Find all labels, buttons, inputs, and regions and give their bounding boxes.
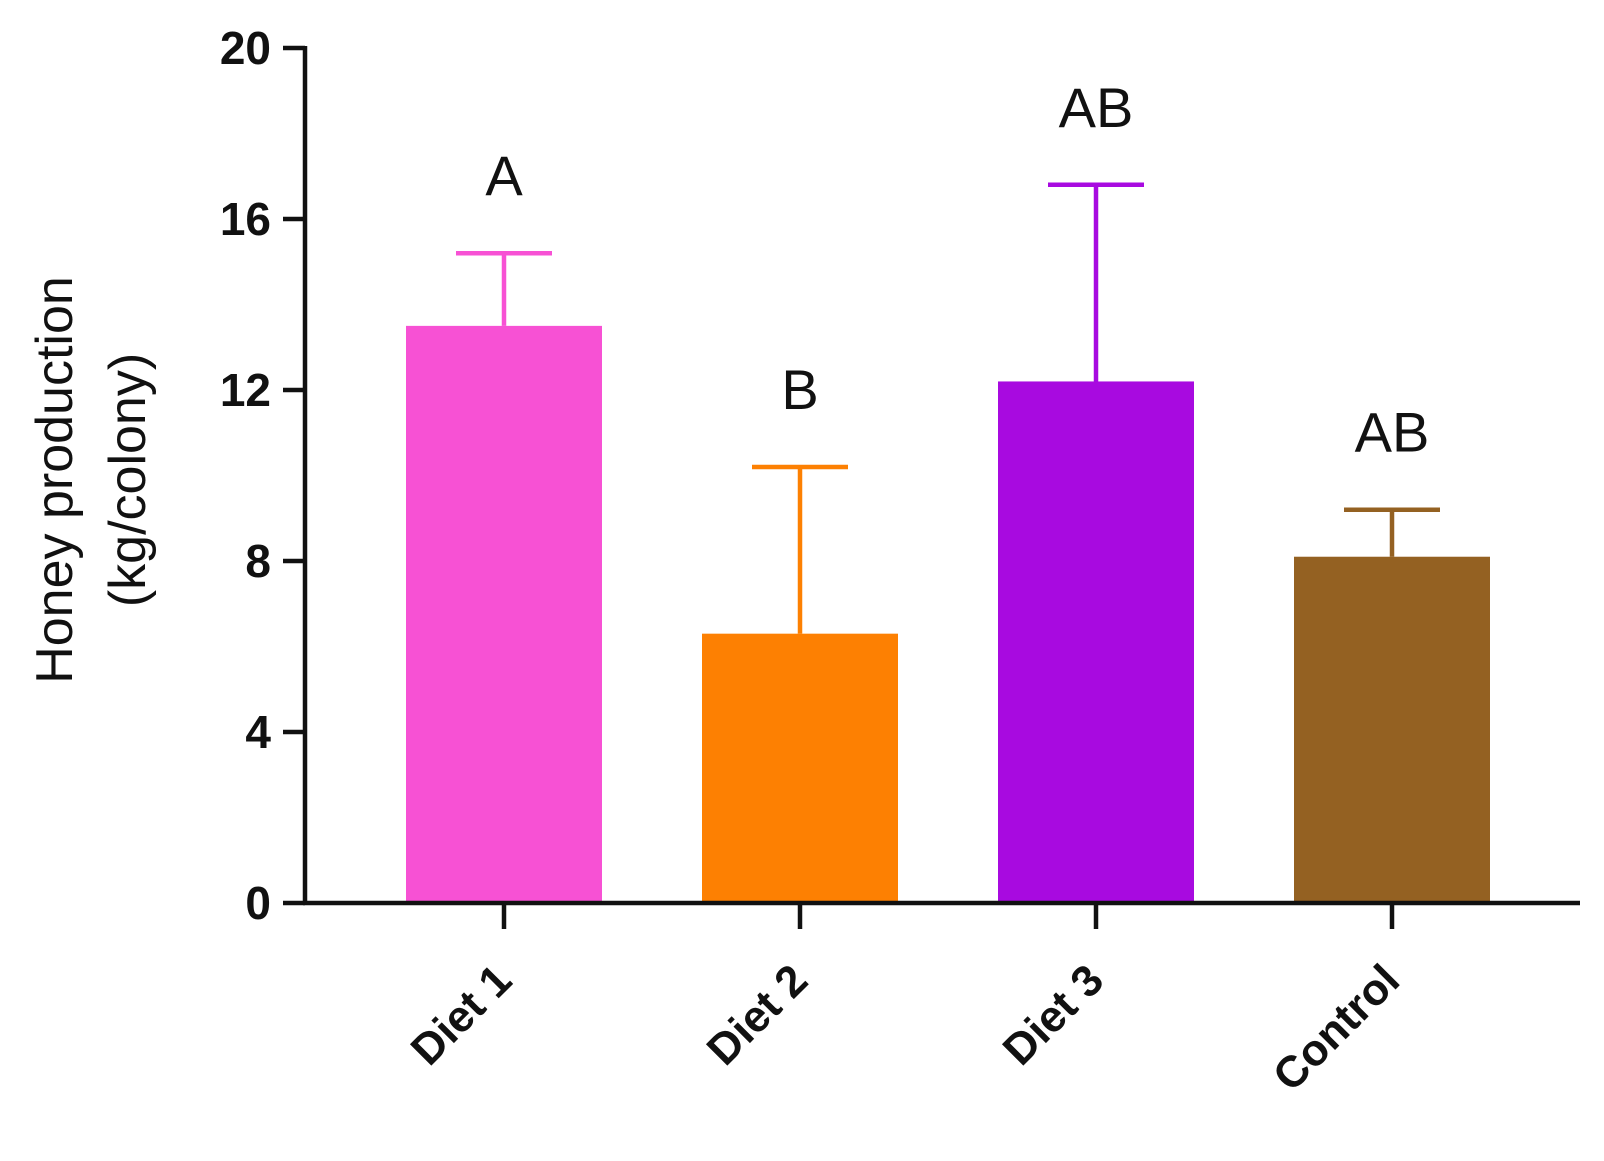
y-tick-label: 4 [245,706,271,758]
y-axis-title: Honey production [26,276,84,684]
bar-control [1294,556,1490,903]
x-tick-label: Control [1264,955,1409,1100]
significance-label: B [781,358,818,421]
significance-label: AB [1059,76,1134,139]
x-tick-labels-group: Diet 1 Diet 2 Diet 3 Control [402,903,1409,1101]
y-tick-label: 20 [220,22,271,74]
y-tick-label: 16 [220,193,271,245]
y-tick-label: 0 [245,877,271,929]
x-tick-label: Diet 3 [994,955,1113,1074]
axes-group [302,46,1580,906]
x-tick-label: Diet 2 [698,955,817,1074]
y-axis-label: Honey production (kg/colony) [26,276,157,684]
y-ticks-group: 0 4 8 12 16 20 [220,22,305,929]
y-axis-unit: (kg/colony) [99,353,157,607]
x-tick-label: Diet 1 [402,955,521,1074]
y-tick-label: 8 [245,535,271,587]
significance-label: A [485,144,523,207]
significance-label: AB [1355,401,1430,464]
bar-diet-1 [406,325,602,903]
y-tick-label: 12 [220,364,271,416]
bar-diet-2 [702,633,898,903]
bar-diet-3 [998,381,1194,903]
